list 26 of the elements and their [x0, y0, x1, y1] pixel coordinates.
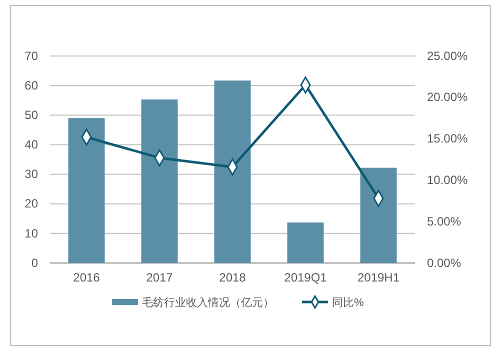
y2-tick-label: 5.00%: [427, 214, 462, 228]
y2-tick-label: 20.00%: [427, 90, 468, 104]
bar: [214, 80, 251, 263]
y-tick-label: 10: [24, 226, 38, 240]
y-tick-label: 50: [24, 108, 38, 122]
y-tick-label: 20: [24, 196, 38, 211]
y2-tick-label: 10.00%: [427, 173, 468, 188]
bar: [68, 118, 105, 263]
x-tick-label: 2019H1: [357, 270, 400, 285]
legend-label: 同比%: [332, 296, 364, 309]
bar: [141, 99, 178, 263]
y-tick-label: 30: [24, 167, 38, 182]
legend-label: 毛纺行业收入情况（亿元）: [142, 296, 274, 309]
x-tick-label: 2017: [146, 270, 174, 285]
bar: [287, 222, 324, 263]
y-tick-label: 70: [24, 48, 38, 63]
y2-tick-label: 0.00%: [427, 256, 462, 270]
y-tick-label: 40: [24, 138, 38, 152]
x-tick-label: 2018: [219, 270, 246, 285]
y2-tick-label: 15.00%: [427, 132, 468, 146]
y-tick-label: 0: [31, 256, 38, 270]
x-tick-label: 2016: [73, 270, 100, 285]
y2-tick-label: 25.00%: [427, 48, 468, 63]
bar: [360, 168, 397, 263]
y-tick-label: 60: [24, 78, 38, 92]
x-tick-label: 2019Q1: [284, 270, 328, 285]
